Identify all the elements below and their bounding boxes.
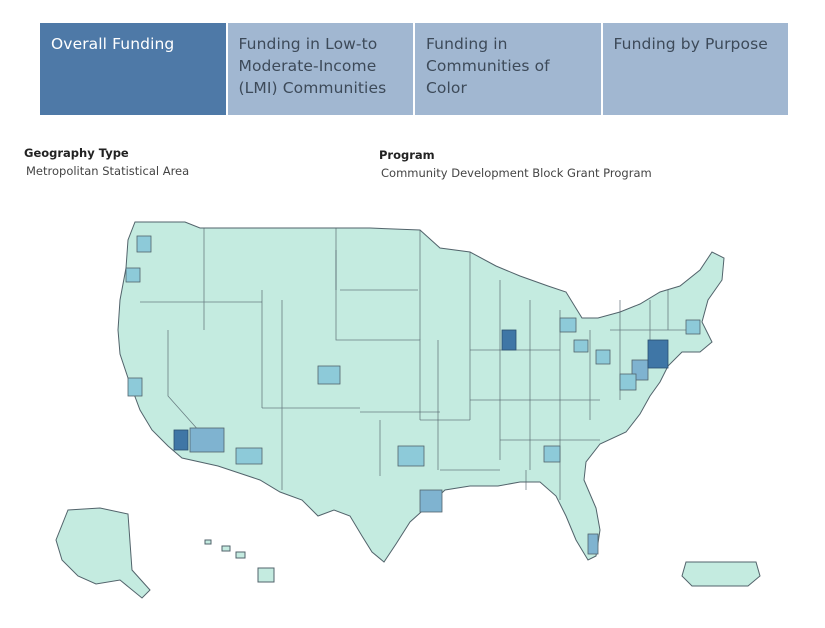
metro-dallas[interactable] <box>397 445 425 467</box>
metro-pittsburgh[interactable] <box>595 349 611 365</box>
tab-lmi-funding[interactable]: Funding in Low-to Moderate-Income (LMI) … <box>227 23 413 115</box>
geography-type-label: Geography Type <box>24 146 129 160</box>
metro-atlanta[interactable] <box>543 445 561 463</box>
contiguous-us-region[interactable] <box>117 221 725 563</box>
program-filter[interactable]: Program Community Development Block Gran… <box>379 148 652 180</box>
metro-washington[interactable] <box>619 373 637 391</box>
metro-areas <box>125 235 701 555</box>
program-label: Program <box>379 148 435 162</box>
tab-overall-funding[interactable]: Overall Funding <box>40 23 226 115</box>
metro-new-york[interactable] <box>647 339 669 369</box>
geography-type-value[interactable]: Metropolitan Statistical Area <box>26 164 190 178</box>
metro-miami[interactable] <box>587 533 599 555</box>
program-value[interactable]: Community Development Block Grant Progra… <box>381 166 652 180</box>
funding-map[interactable] <box>0 195 825 605</box>
geography-type-filter[interactable]: Geography Type Metropolitan Statistical … <box>24 146 189 178</box>
metro-detroit[interactable] <box>559 317 577 333</box>
tab-communities-of-color[interactable]: Funding in Communities of Color <box>415 23 601 115</box>
tab-bar: Overall Funding Funding in Low-to Modera… <box>40 23 788 115</box>
metro-cleveland[interactable] <box>573 339 589 353</box>
metro-houston[interactable] <box>419 489 443 513</box>
metro-phoenix[interactable] <box>235 447 263 465</box>
metro-boston[interactable] <box>685 319 701 335</box>
metro-portland[interactable] <box>125 267 141 283</box>
metro-sf-bay[interactable] <box>127 377 143 397</box>
tab-funding-by-purpose[interactable]: Funding by Purpose <box>602 23 788 115</box>
metro-los-angeles[interactable] <box>173 429 189 451</box>
metro-riverside[interactable] <box>189 427 225 453</box>
puerto-rico-region[interactable] <box>681 561 761 587</box>
metro-chicago[interactable] <box>501 329 517 351</box>
metro-seattle[interactable] <box>136 235 152 253</box>
alaska-region[interactable] <box>55 507 151 599</box>
metro-denver[interactable] <box>317 365 341 385</box>
hawaii-region[interactable] <box>204 539 275 583</box>
